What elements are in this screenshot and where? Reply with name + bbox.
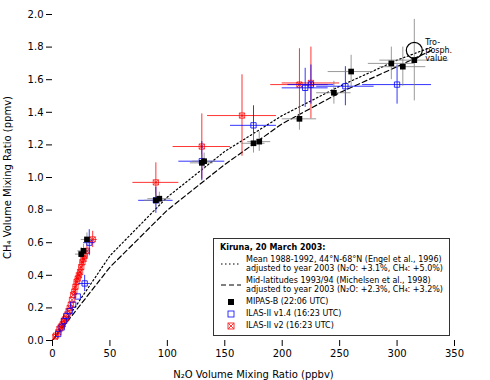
svg-text:250: 250: [330, 348, 349, 359]
svg-text:0.0: 0.0: [28, 335, 44, 346]
svg-text:0.2: 0.2: [28, 302, 44, 313]
svg-text:0.8: 0.8: [28, 204, 44, 215]
svg-text:150: 150: [215, 348, 234, 359]
svg-text:1.4: 1.4: [28, 107, 44, 118]
html-text:Mean 1988-1992, 44°N-68°N (Eng: Mean 1988-1992, 44°N-68°N (Engel et al.,…: [246, 254, 443, 274]
html-text:ILAS-II v1.4 (16:23 UTC): ILAS-II v1.4 (16:23 UTC): [246, 309, 342, 319]
svg-text:N₂O Volume Mixing Ratio (ppbv): N₂O Volume Mixing Ratio (ppbv): [173, 369, 334, 380]
html-text:Kiruna, 20 March 2003:: Kiruna, 20 March 2003:: [220, 243, 326, 252]
html-text:Mid-latitudes 1993/94 (Michels: Mid-latitudes 1993/94 (Michelsen et al.,…: [246, 275, 443, 295]
html-text:ILAS-II v2 (16:23 UTC): ILAS-II v2 (16:23 UTC): [246, 321, 334, 331]
svg-text:1.8: 1.8: [28, 41, 44, 52]
svg-text:CH₄ Volume Mixing Ratio (ppmv): CH₄ Volume Mixing Ratio (ppmv): [2, 96, 13, 259]
svg-text:1.2: 1.2: [28, 139, 44, 150]
svg-text:200: 200: [273, 348, 292, 359]
svg-text:0: 0: [49, 348, 55, 359]
svg-text:0.4: 0.4: [28, 270, 44, 281]
svg-text:1.6: 1.6: [28, 74, 44, 85]
svg-text:Tro-posph.value: Tro-posph.value: [424, 38, 452, 63]
html-text:MIPAS-B (22:06 UTC): MIPAS-B (22:06 UTC): [246, 297, 329, 307]
svg-text:1.0: 1.0: [28, 172, 44, 183]
svg-text:0.6: 0.6: [28, 237, 44, 248]
svg-text:50: 50: [104, 348, 117, 359]
svg-text:350: 350: [445, 348, 464, 359]
svg-text:2.0: 2.0: [28, 9, 44, 20]
svg-text:300: 300: [388, 348, 407, 359]
svg-text:100: 100: [158, 348, 177, 359]
